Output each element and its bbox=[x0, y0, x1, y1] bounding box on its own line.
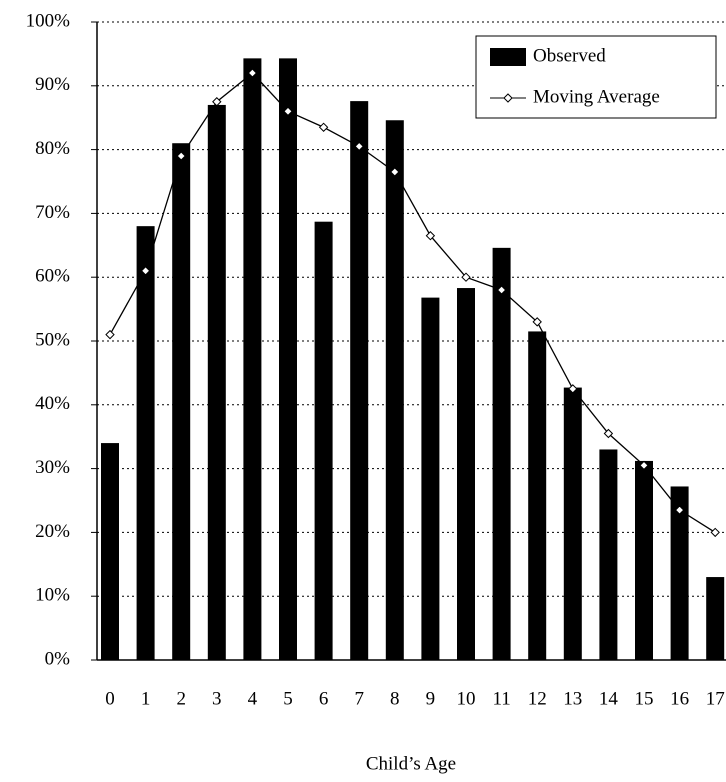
marker bbox=[639, 460, 649, 471]
bar bbox=[528, 331, 547, 660]
x-tick-label: 0 bbox=[105, 688, 115, 709]
bar bbox=[421, 297, 440, 660]
bar bbox=[457, 288, 475, 660]
bar bbox=[172, 143, 191, 661]
y-tick-label: 10% bbox=[35, 585, 70, 606]
marker bbox=[105, 329, 115, 340]
y-tick-label: 30% bbox=[35, 457, 70, 478]
marker bbox=[674, 505, 685, 515]
marker bbox=[496, 285, 507, 295]
bar bbox=[279, 58, 297, 660]
bar bbox=[706, 577, 725, 660]
x-tick-label: 13 bbox=[563, 688, 582, 709]
bar bbox=[243, 58, 262, 660]
marker bbox=[461, 272, 471, 282]
x-tick-label: 17 bbox=[706, 688, 725, 709]
legend-label: Moving Average bbox=[533, 86, 660, 107]
bar bbox=[207, 104, 226, 660]
marker bbox=[568, 384, 578, 394]
x-tick-label: 3 bbox=[212, 688, 222, 709]
x-tick-label: 8 bbox=[390, 688, 400, 709]
bar bbox=[101, 443, 119, 660]
line bbox=[109, 72, 716, 533]
x-tick-label: 15 bbox=[635, 688, 654, 709]
marker bbox=[283, 106, 293, 117]
x-tick-label: 6 bbox=[319, 688, 329, 709]
marker bbox=[532, 317, 542, 327]
y-tick-label: 80% bbox=[35, 138, 70, 159]
y-tick-label: 90% bbox=[35, 74, 70, 95]
marker bbox=[247, 68, 258, 78]
x-axis-label: Child’s Age bbox=[366, 753, 456, 774]
bar bbox=[385, 120, 404, 660]
bar bbox=[136, 226, 155, 660]
x-tick-label: 10 bbox=[457, 688, 476, 709]
marker bbox=[425, 231, 436, 241]
x-tick-label: 2 bbox=[176, 688, 186, 709]
x-tick-label: 9 bbox=[426, 688, 436, 709]
marker bbox=[390, 167, 400, 177]
marker bbox=[140, 266, 151, 276]
marker bbox=[318, 122, 329, 132]
y-tick-label: 70% bbox=[35, 202, 70, 223]
y-tick-label: 0% bbox=[45, 648, 71, 669]
bar bbox=[492, 247, 511, 661]
x-tick-label: 4 bbox=[248, 688, 258, 709]
bar bbox=[314, 221, 333, 660]
y-tick-label: 60% bbox=[35, 266, 70, 287]
y-tick-label: 40% bbox=[35, 393, 70, 414]
y-tick-label: 50% bbox=[35, 329, 70, 350]
marker bbox=[710, 527, 720, 538]
marker bbox=[603, 428, 614, 439]
bar bbox=[635, 460, 653, 660]
marker bbox=[354, 141, 364, 152]
marker bbox=[176, 151, 186, 161]
legend-swatch bbox=[490, 48, 526, 66]
marker bbox=[212, 97, 222, 107]
legend-label: Observed bbox=[533, 45, 606, 66]
bar bbox=[670, 486, 689, 660]
bar bbox=[350, 101, 369, 660]
x-tick-label: 7 bbox=[354, 688, 364, 709]
y-tick-label: 20% bbox=[35, 521, 70, 542]
x-tick-label: 5 bbox=[283, 688, 293, 709]
x-tick-label: 14 bbox=[599, 688, 619, 709]
bar bbox=[563, 387, 582, 660]
y-tick-label: 100% bbox=[26, 10, 71, 31]
x-tick-label: 1 bbox=[141, 688, 151, 709]
legend-marker bbox=[503, 93, 513, 103]
x-tick-label: 16 bbox=[670, 688, 689, 709]
x-tick-label: 11 bbox=[492, 688, 510, 709]
x-tick-label: 12 bbox=[528, 688, 547, 709]
bar bbox=[599, 449, 618, 660]
